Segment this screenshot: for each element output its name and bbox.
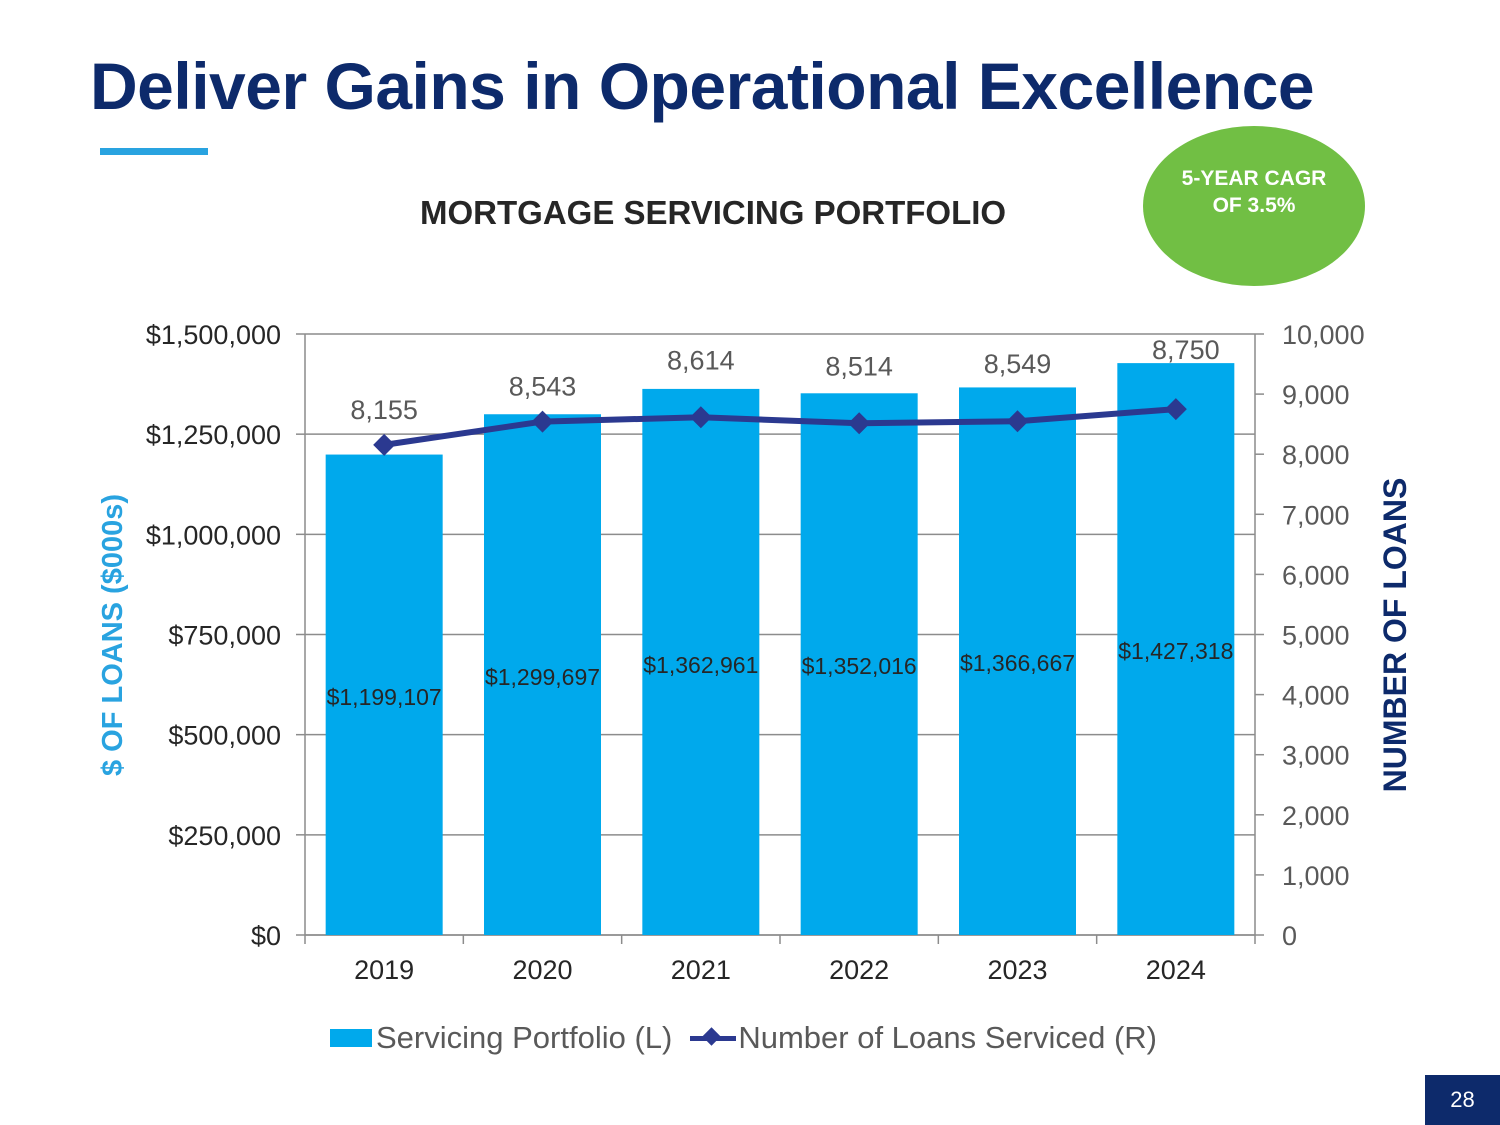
line-point-2022 — [848, 412, 871, 435]
bar-value-label: $1,299,697 — [485, 664, 600, 690]
legend-line-swatch — [690, 1027, 737, 1048]
bar-2019 — [325, 454, 443, 935]
right-axis-tick-label: 6,000 — [1282, 560, 1350, 590]
line-value-label: 8,514 — [825, 351, 893, 381]
x-axis-tick-label: 2021 — [671, 955, 731, 985]
right-axis-tick-label: 9,000 — [1282, 380, 1350, 410]
legend-line-label: Number of Loans Serviced (R) — [738, 1020, 1158, 1055]
left-axis-title: $ OF LOANS ($000s) — [97, 494, 129, 776]
left-axis-tick-label: $1,000,000 — [146, 520, 281, 550]
x-axis-tick-label: 2024 — [1146, 955, 1206, 985]
cagr-badge-line2: OF 3.5% — [1212, 194, 1296, 217]
slide-title: Deliver Gains in Operational Excellence — [90, 49, 1315, 123]
title-underline — [100, 148, 208, 155]
line-point-2023 — [1006, 410, 1029, 433]
right-axis-tick-label: 2,000 — [1282, 801, 1350, 831]
bar-2023 — [959, 387, 1076, 935]
right-axis-tick-label: 5,000 — [1282, 621, 1350, 651]
left-axis-tick-label: $250,000 — [168, 821, 281, 851]
x-axis-tick-label: 2023 — [987, 955, 1047, 985]
left-axis-tick-label: $1,500,000 — [146, 320, 281, 350]
bar-value-label: $1,352,016 — [802, 653, 917, 679]
bar-2022 — [800, 393, 918, 936]
line-value-label: 8,155 — [350, 395, 418, 425]
line-value-label: 8,549 — [984, 349, 1052, 379]
x-axis-tick-label: 2020 — [512, 955, 572, 985]
bar-2021 — [642, 388, 760, 935]
cagr-badge-line1: 5-YEAR CAGR — [1181, 167, 1327, 190]
legend-bar-swatch — [330, 1029, 372, 1047]
bar-value-label: $1,366,667 — [960, 650, 1075, 676]
x-axis-tick-label: 2019 — [354, 955, 414, 985]
line-point-2021 — [689, 406, 712, 429]
left-axis-tick-label: $0 — [251, 921, 281, 951]
left-axis-tick-label: $750,000 — [168, 621, 281, 651]
line-point-2020 — [531, 410, 554, 433]
right-axis-tick-label: 10,000 — [1282, 320, 1365, 350]
bar-value-label: $1,362,961 — [643, 652, 758, 678]
x-axis-tick-label: 2022 — [829, 955, 889, 985]
right-axis-tick-label: 1,000 — [1282, 861, 1350, 891]
line-point-2019 — [373, 433, 396, 456]
cagr-badge: 5-YEAR CAGR OF 3.5% — [1143, 126, 1365, 286]
right-axis-tick-label: 3,000 — [1282, 741, 1350, 771]
line-value-label: 8,614 — [667, 345, 735, 375]
left-axis-tick-label: $500,000 — [168, 721, 281, 751]
bar-2020 — [484, 414, 601, 935]
left-axis-tick-label: $1,250,000 — [146, 420, 281, 450]
legend-bar-label: Servicing Portfolio (L) — [376, 1020, 673, 1055]
page-number: 28 — [1425, 1075, 1500, 1125]
bar-2024 — [1117, 363, 1235, 936]
chart-legend: Servicing Portfolio (L) Number of Loans … — [330, 1020, 1157, 1056]
line-value-label: 8,543 — [509, 372, 577, 402]
right-axis-tick-label: 8,000 — [1282, 440, 1350, 470]
right-axis-tick-label: 7,000 — [1282, 500, 1350, 530]
loans-serviced-line — [383, 406, 1177, 448]
chart-title: MORTGAGE SERVICING PORTFOLIO — [420, 194, 1007, 231]
line-value-label: 8,750 — [1152, 335, 1220, 365]
right-axis-tick-label: 0 — [1282, 921, 1297, 951]
bar-value-label: $1,199,107 — [327, 684, 442, 710]
line-point-2024 — [1164, 398, 1187, 421]
right-axis-tick-label: 4,000 — [1282, 681, 1350, 711]
right-axis-title: NUMBER OF LOANS — [1377, 478, 1413, 793]
bar-value-label: $1,427,318 — [1118, 638, 1233, 664]
